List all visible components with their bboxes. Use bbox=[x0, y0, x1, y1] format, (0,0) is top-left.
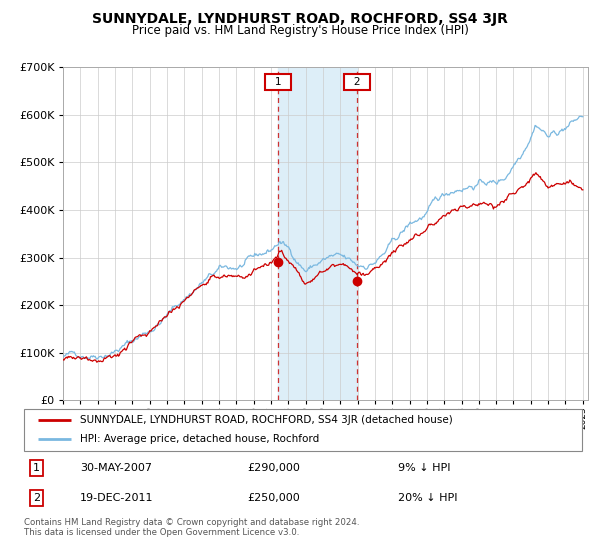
Text: £250,000: £250,000 bbox=[247, 493, 300, 503]
Text: 20% ↓ HPI: 20% ↓ HPI bbox=[398, 493, 457, 503]
Text: 19-DEC-2011: 19-DEC-2011 bbox=[80, 493, 154, 503]
Text: 1: 1 bbox=[268, 77, 289, 87]
Text: HPI: Average price, detached house, Rochford: HPI: Average price, detached house, Roch… bbox=[80, 435, 319, 445]
Text: Price paid vs. HM Land Registry's House Price Index (HPI): Price paid vs. HM Land Registry's House … bbox=[131, 24, 469, 36]
Text: SUNNYDALE, LYNDHURST ROAD, ROCHFORD, SS4 3JR: SUNNYDALE, LYNDHURST ROAD, ROCHFORD, SS4… bbox=[92, 12, 508, 26]
FancyBboxPatch shape bbox=[24, 409, 582, 451]
Text: 9% ↓ HPI: 9% ↓ HPI bbox=[398, 463, 451, 473]
Text: Contains HM Land Registry data © Crown copyright and database right 2024.
This d: Contains HM Land Registry data © Crown c… bbox=[24, 518, 359, 538]
Text: SUNNYDALE, LYNDHURST ROAD, ROCHFORD, SS4 3JR (detached house): SUNNYDALE, LYNDHURST ROAD, ROCHFORD, SS4… bbox=[80, 415, 452, 425]
Text: 30-MAY-2007: 30-MAY-2007 bbox=[80, 463, 152, 473]
Text: 2: 2 bbox=[347, 77, 367, 87]
Text: £290,000: £290,000 bbox=[247, 463, 300, 473]
Bar bbox=[278, 67, 357, 400]
Text: 1: 1 bbox=[33, 463, 40, 473]
Text: 2: 2 bbox=[33, 493, 40, 503]
